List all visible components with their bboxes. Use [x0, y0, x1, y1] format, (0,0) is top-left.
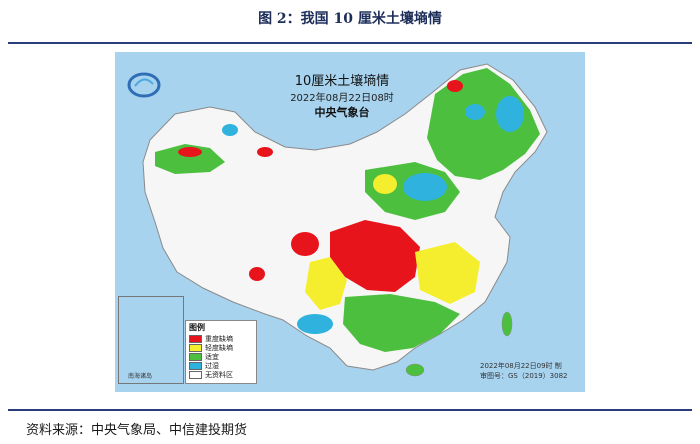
map-title: 10厘米土壤墒情 [294, 74, 390, 89]
legend-label: 过湿 [205, 361, 219, 370]
legend-swatch [189, 343, 202, 352]
legend-swatch [189, 370, 202, 379]
region-wet-north [403, 173, 447, 201]
region-wet-xinjiang [222, 124, 238, 136]
region-severe-xinjiang-1 [178, 147, 202, 157]
legend-label: 无资料区 [205, 370, 233, 379]
region-suitable-south [343, 294, 460, 352]
island-hainan [405, 363, 425, 377]
legend-label: 适宜 [205, 352, 219, 361]
legend-item: 适宜 [186, 352, 256, 361]
island-taiwan [501, 311, 513, 337]
legend-swatch [189, 361, 202, 370]
region-suitable-northeast [427, 68, 540, 180]
map-agency: 中央气象台 [314, 106, 370, 119]
legend-swatch [189, 352, 202, 361]
map-review-number: 审图号：GS（2019）3082 [480, 372, 568, 380]
region-light-central [305, 257, 347, 310]
legend-item: 轻度缺墒 [186, 343, 256, 352]
bottom-rule [8, 409, 692, 411]
legend-item: 无资料区 [186, 370, 256, 379]
inset-label: 南海诸岛 [128, 373, 153, 380]
map-datetime: 2022年08月22日08时 [290, 93, 394, 104]
soil-moisture-map [115, 52, 585, 392]
legend-label: 重度缺墒 [205, 334, 233, 343]
source-note: 资料来源：中央气象局、中信建投期货 [26, 423, 248, 438]
legend-item: 重度缺墒 [186, 334, 256, 343]
region-wet-southwest [297, 314, 333, 334]
region-dry-north [373, 174, 397, 194]
region-severe-xinjiang-2 [257, 147, 273, 157]
legend-label: 轻度缺墒 [205, 343, 233, 352]
region-suitable-xinjiang [155, 144, 225, 174]
region-severe-tibet [249, 267, 265, 281]
region-wet-ne-2 [465, 104, 485, 120]
region-wet-ne-1 [496, 96, 524, 132]
top-rule [8, 42, 692, 44]
region-dry-ne [447, 80, 463, 92]
legend-title: 图例 [189, 323, 205, 332]
issue-date: 2022年08月22日09时 制 [480, 362, 562, 370]
legend-swatch [189, 334, 202, 343]
south-china-sea-inset [118, 296, 184, 384]
cma-logo-icon [127, 72, 161, 98]
region-severe-sichuan [291, 232, 319, 256]
map-legend: 图例 重度缺墒 轻度缺墒 适宜 过湿 无资料区 [185, 320, 257, 384]
region-severe-central [330, 220, 420, 292]
figure-caption: 图 2：我国 10 厘米土壤墒情 [258, 11, 442, 27]
legend-item: 过湿 [186, 361, 256, 370]
region-light-southeast [415, 242, 480, 304]
